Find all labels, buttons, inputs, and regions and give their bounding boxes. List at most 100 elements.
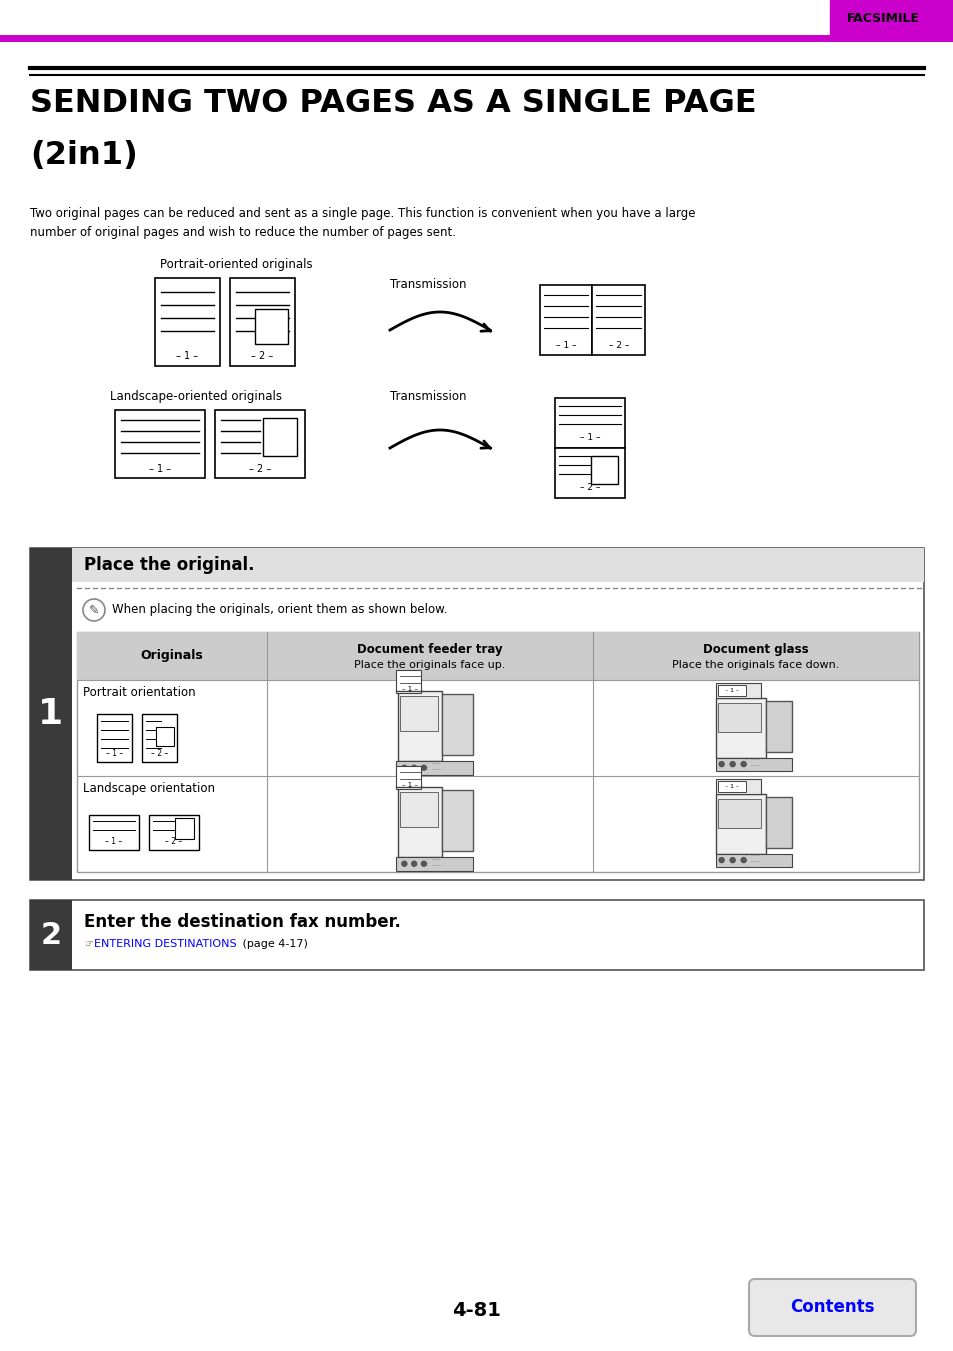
Text: – 1 –: – 1 – — [105, 838, 123, 846]
Bar — [30, 900, 71, 970]
Bar — [441, 694, 473, 755]
Circle shape — [740, 762, 745, 766]
Text: :  ......
:  ......
:  ......: : ...... : ...... : ...... — [426, 855, 439, 873]
Bar — [156, 727, 174, 746]
Text: – 2 –: – 2 – — [251, 351, 274, 361]
Text: Place the original.: Place the original. — [84, 557, 254, 574]
Text: ✎: ✎ — [89, 604, 99, 616]
Bar — [230, 278, 294, 366]
Bar — [715, 698, 765, 758]
Bar — [829, 0, 953, 35]
Text: 1: 1 — [38, 697, 64, 731]
Bar — [592, 285, 644, 355]
Text: Two original pages can be reduced and sent as a single page. This function is co: Two original pages can be reduced and se… — [30, 207, 695, 239]
Circle shape — [411, 861, 416, 866]
Circle shape — [83, 598, 105, 621]
Bar — [30, 549, 71, 880]
Text: :  ......
:  ......
:  ......: : ...... : ...... : ...... — [745, 852, 759, 869]
Text: Originals: Originals — [140, 650, 203, 662]
Bar — [395, 761, 473, 774]
Text: SENDING TWO PAGES AS A SINGLE PAGE: SENDING TWO PAGES AS A SINGLE PAGE — [30, 88, 756, 119]
Text: Landscape-oriented originals: Landscape-oriented originals — [110, 390, 282, 403]
Text: (2in1): (2in1) — [30, 141, 137, 172]
Text: – 2 –: – 2 – — [165, 838, 182, 846]
Bar — [262, 419, 296, 455]
Bar — [115, 409, 205, 478]
Bar — [715, 854, 791, 866]
Bar — [154, 278, 220, 366]
Text: Transmission: Transmission — [390, 278, 466, 290]
Bar — [77, 632, 918, 871]
Bar — [142, 713, 177, 762]
Text: – 1 –: – 1 – — [724, 784, 739, 789]
Circle shape — [401, 765, 406, 770]
Text: – 1 –: – 1 – — [579, 434, 599, 443]
Text: – 1 –: – 1 – — [176, 351, 198, 361]
Bar — [97, 713, 132, 762]
Bar — [254, 309, 288, 345]
Bar — [149, 815, 199, 850]
Text: :  ......
:  ......
:  ......: : ...... : ...... : ...... — [426, 759, 439, 777]
Text: Landscape orientation: Landscape orientation — [83, 782, 214, 794]
Circle shape — [719, 762, 723, 766]
Circle shape — [401, 861, 406, 866]
Text: Portrait orientation: Portrait orientation — [83, 686, 195, 698]
Bar — [715, 780, 760, 794]
Text: Portrait-oriented originals: Portrait-oriented originals — [160, 258, 313, 272]
Bar — [214, 409, 305, 478]
Text: (page 4-17): (page 4-17) — [239, 939, 308, 948]
Bar — [765, 701, 791, 753]
FancyBboxPatch shape — [748, 1279, 915, 1336]
Text: ENTERING DESTINATIONS: ENTERING DESTINATIONS — [94, 939, 236, 948]
Circle shape — [719, 858, 723, 863]
Circle shape — [729, 762, 735, 766]
Text: – 1 –: – 1 – — [402, 782, 417, 788]
Text: – 1 –: – 1 – — [556, 342, 576, 350]
Bar — [715, 684, 760, 698]
Bar — [397, 690, 441, 761]
Bar — [395, 766, 420, 789]
Bar — [718, 798, 760, 828]
Text: 4-81: 4-81 — [452, 1301, 501, 1320]
Text: When placing the originals, orient them as shown below.: When placing the originals, orient them … — [112, 604, 447, 616]
Text: Transmission: Transmission — [390, 390, 466, 403]
Bar — [30, 549, 923, 880]
Bar — [397, 786, 441, 857]
Bar — [399, 696, 437, 731]
Text: – 1 –: – 1 – — [724, 688, 739, 693]
Circle shape — [421, 765, 426, 770]
Circle shape — [740, 858, 745, 863]
Bar — [718, 781, 745, 792]
Bar — [715, 758, 791, 770]
Bar — [399, 792, 437, 827]
Text: Document feeder tray: Document feeder tray — [356, 643, 502, 655]
Circle shape — [411, 765, 416, 770]
Text: – 2 –: – 2 – — [579, 484, 599, 493]
Bar — [30, 900, 923, 970]
Text: ☞: ☞ — [84, 939, 92, 948]
Text: Contents: Contents — [789, 1298, 873, 1316]
Text: :  ......
:  ......
:  ......: : ...... : ...... : ...... — [745, 755, 759, 773]
Text: – 1 –: – 1 – — [402, 686, 417, 692]
Text: – 2 –: – 2 – — [151, 750, 168, 758]
Bar — [395, 857, 473, 871]
Bar — [555, 399, 624, 449]
Bar — [591, 457, 618, 484]
Text: 2: 2 — [40, 920, 62, 950]
Bar — [539, 285, 592, 355]
Bar — [441, 790, 473, 851]
Circle shape — [421, 861, 426, 866]
Text: – 2 –: – 2 – — [608, 342, 628, 350]
Bar — [715, 794, 765, 854]
Text: Place the originals face up.: Place the originals face up. — [354, 661, 505, 670]
Circle shape — [729, 858, 735, 863]
Bar — [395, 670, 420, 693]
Bar — [718, 703, 760, 732]
Text: Enter the destination fax number.: Enter the destination fax number. — [84, 913, 400, 931]
Bar — [89, 815, 139, 850]
Text: – 2 –: – 2 – — [249, 463, 271, 474]
Text: Document glass: Document glass — [702, 643, 808, 655]
Bar — [555, 449, 624, 499]
Bar — [77, 632, 918, 680]
Bar — [765, 797, 791, 848]
